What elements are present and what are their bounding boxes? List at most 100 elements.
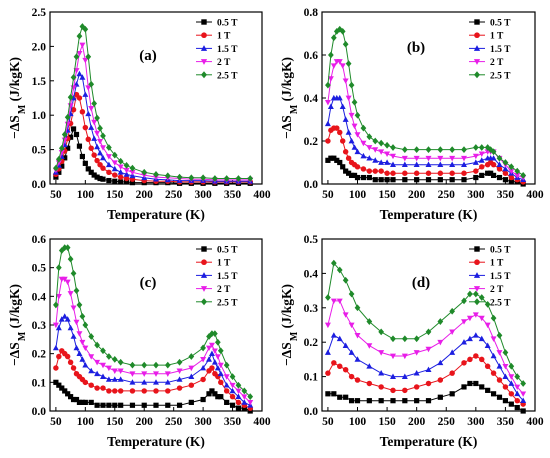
data-point — [67, 255, 74, 263]
data-point — [61, 131, 68, 138]
data-point — [91, 135, 98, 141]
data-point — [348, 81, 355, 89]
data-point — [64, 316, 71, 322]
data-point — [437, 170, 444, 176]
data-point — [85, 136, 92, 143]
data-point — [472, 290, 479, 298]
x-tick-label: 350 — [224, 189, 242, 201]
legend-marker — [201, 298, 207, 306]
data-point — [502, 363, 509, 370]
data-point — [330, 34, 337, 42]
data-point — [325, 391, 331, 397]
x-tick-label: 50 — [322, 189, 334, 201]
data-point — [461, 319, 467, 325]
data-point — [209, 365, 215, 371]
data-point — [467, 290, 473, 298]
data-point — [76, 70, 83, 77]
data-point — [354, 148, 361, 155]
data-point — [348, 398, 355, 404]
data-point — [461, 155, 467, 162]
data-point — [328, 51, 334, 59]
data-point — [502, 349, 509, 356]
data-point — [141, 388, 147, 394]
data-point — [402, 170, 408, 176]
data-point — [118, 402, 124, 408]
y-tick-label: 0.3 — [32, 320, 47, 332]
data-point — [241, 387, 248, 395]
data-point — [73, 344, 80, 351]
data-point — [224, 399, 230, 405]
data-point — [390, 161, 396, 167]
data-point — [330, 332, 337, 338]
data-point — [64, 113, 71, 121]
data-point — [339, 103, 346, 109]
y-axis-label: −ΔS M (J/kgK) — [7, 57, 28, 139]
legend-marker — [200, 272, 208, 278]
y-tick-label: 0.5 — [32, 263, 47, 275]
legend-entry: 2.5 T — [469, 298, 511, 308]
data-point — [514, 397, 520, 404]
data-point — [508, 362, 515, 370]
data-point — [117, 174, 124, 180]
data-point — [223, 388, 230, 394]
data-point — [215, 394, 221, 400]
data-point — [62, 388, 68, 394]
data-point — [473, 168, 479, 174]
series-25T — [325, 25, 527, 179]
data-point — [490, 391, 497, 397]
data-point — [141, 402, 147, 408]
data-point — [79, 153, 85, 160]
x-tick-label: 100 — [77, 416, 95, 428]
data-point — [235, 388, 242, 395]
data-point — [508, 401, 514, 407]
data-point — [372, 157, 379, 163]
legend: 0.5 T 1 T 1.5 T 2 T 2.5 T — [469, 19, 511, 81]
data-point — [366, 133, 373, 141]
data-point — [490, 155, 497, 161]
data-point — [247, 175, 254, 182]
x-tick-label: 50 — [322, 416, 334, 428]
legend-label: 1 T — [217, 32, 231, 42]
data-point — [354, 111, 361, 119]
series-1T — [53, 91, 253, 185]
data-point — [348, 349, 355, 355]
panel-label: (b) — [407, 40, 425, 56]
data-point — [79, 74, 86, 80]
data-point — [331, 360, 337, 366]
data-point — [65, 391, 71, 397]
data-point — [55, 155, 62, 163]
x-tick-label: 150 — [378, 189, 396, 201]
legend-entry: 1.5 T — [469, 45, 511, 55]
data-point — [351, 123, 358, 130]
data-point — [384, 141, 390, 149]
data-point — [117, 368, 124, 374]
data-point — [82, 345, 89, 352]
data-point — [390, 353, 396, 360]
data-point — [514, 173, 521, 179]
data-point — [508, 380, 515, 386]
data-point — [94, 114, 100, 122]
data-point — [247, 408, 253, 414]
data-point — [106, 177, 112, 184]
y-tick-label: 0.1 — [304, 372, 319, 384]
data-point — [461, 177, 467, 183]
data-point — [209, 388, 215, 394]
data-point — [343, 394, 349, 400]
data-point — [351, 172, 358, 178]
data-point — [123, 175, 130, 182]
legend-marker — [474, 32, 480, 39]
data-point — [520, 391, 527, 397]
data-point — [461, 384, 467, 390]
data-point — [129, 379, 136, 385]
x-tick-label: 100 — [77, 189, 95, 201]
data-point — [223, 175, 230, 182]
data-point — [79, 313, 86, 320]
chart-panel-3: 50 100 150 200 250 300 350 400 0.0 0.1 0.2 0.3 0.4 0.… — [7, 234, 271, 449]
x-tick-label: 150 — [106, 189, 124, 201]
data-point — [111, 356, 118, 363]
data-point — [65, 145, 71, 151]
data-point — [53, 379, 59, 385]
data-point — [325, 294, 331, 301]
data-point — [478, 157, 485, 163]
data-point — [200, 396, 206, 403]
